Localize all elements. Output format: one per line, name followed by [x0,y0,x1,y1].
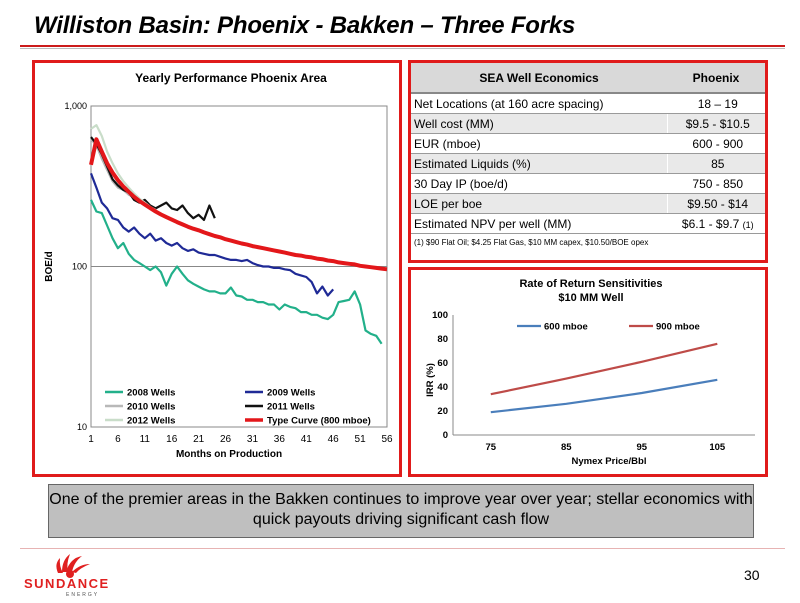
table-row: Estimated Liquids (%) 85 [411,153,765,174]
row-value: $9.5 - $10.5 [666,113,765,134]
legend-label: 2010 Wells [127,402,175,413]
series-line [490,378,718,414]
title-divider [20,45,785,47]
y-axis-label: BOE/d [44,251,55,282]
x-tick-label: 16 [166,434,178,445]
logo-subtext: ENERGY [66,592,99,598]
x-tick-label: 105 [709,442,726,453]
legend-label: 600 mboe [544,322,588,333]
x-tick-label: 75 [485,442,496,453]
x-tick-label: 56 [381,434,393,445]
x-axis-label: Months on Production [176,449,282,460]
x-tick-label: 1 [88,434,94,445]
x-tick-label: 21 [193,434,205,445]
x-tick-label: 11 [140,434,151,445]
table-row: Well cost (MM) $9.5 - $10.5 [411,113,765,134]
row-label: Well cost (MM) [411,113,667,134]
performance-chart: Yearly Performance Phoenix Area 10 100 1,00… [44,71,393,460]
chart-title: Rate of Return Sensitivities [519,278,662,290]
economics-header-label: SEA Well Economics [411,63,667,94]
table-row: EUR (mboe) 600 - 900 [411,133,765,154]
row-label: 30 Day IP (boe/d) [411,173,667,194]
legend-label: 900 mboe [656,322,700,333]
economics-header-value: Phoenix [667,63,765,94]
table-row: Net Locations (at 160 acre spacing) 18 –… [411,93,765,114]
table-row: 30 Day IP (boe/d) 750 - 850 [411,173,765,194]
x-tick-label: 26 [220,434,232,445]
performance-chart-panel: Yearly Performance Phoenix Area 10 100 1,00… [32,60,402,477]
economics-footnote: (1) $90 Flat Oil; $4.25 Flat Gas, $10 MM… [414,238,649,247]
row-label: EUR (mboe) [411,133,667,154]
x-tick-label: 51 [355,434,367,445]
row-label: Net Locations (at 160 acre spacing) [411,93,667,114]
chart-title: Yearly Performance Phoenix Area [135,71,327,85]
y-tick-label: 100 [72,262,87,272]
row-value: $9.50 - $14 [666,193,765,214]
row-label: LOE per boe [411,193,667,214]
y-tick-label: 10 [77,422,87,432]
y-tick-label: 0 [443,430,448,441]
series-line [89,173,335,297]
x-tick-label: 85 [561,442,572,453]
x-tick-label: 6 [115,434,121,445]
key-message-callout: One of the premier areas in the Bakken c… [48,484,754,538]
y-tick-label: 40 [437,382,448,393]
x-tick-label: 41 [301,434,313,445]
row-value: 18 – 19 [666,93,765,114]
y-tick-label: 80 [437,334,448,345]
chart-subtitle: $10 MM Well [558,292,623,304]
legend-label: 2009 Wells [267,388,315,399]
page-number: 30 [744,567,760,583]
series-line [90,136,216,221]
x-tick-label: 46 [328,434,340,445]
y-tick-label: 20 [437,406,448,417]
table-row: LOE per boe $9.50 - $14 [411,193,765,214]
legend-label: 2011 Wells [267,402,315,413]
irr-chart-panel: Rate of Return Sensitivities $10 MM Well 0… [408,267,768,477]
y-tick-label: 60 [437,358,448,369]
npv-footnote-ref: (1) [742,219,754,230]
sun-logo-icon: SUNDANCE ENERGY [24,554,110,598]
row-value: 600 - 900 [666,133,765,154]
legend-label: Type Curve (800 mboe) [267,416,371,427]
row-value: 85 [666,153,765,174]
legend-label: 2008 Wells [127,388,175,399]
x-tick-label: 31 [247,434,259,445]
row-label: Estimated NPV per well (MM) [411,213,667,234]
slide-title: Williston Basin: Phoenix - Bakken – Thre… [34,12,576,39]
x-axis-label: Nymex Price/Bbl [572,456,647,467]
row-value: $6.1 - $9.7 (1) [666,213,765,234]
series-line [90,199,383,345]
logo-wordmark: SUNDANCE [24,576,110,591]
y-tick-label: 100 [432,310,448,321]
company-logo: SUNDANCE ENERGY [22,552,122,598]
y-tick-label: 1,000 [64,101,87,111]
legend-label: 2012 Wells [127,416,175,427]
series-line [490,342,718,396]
table-row: Estimated NPV per well (MM) $6.1 - $9.7 … [411,213,765,234]
economics-table: SEA Well Economics Phoenix Net Locations… [411,63,765,234]
x-tick-label: 95 [636,442,647,453]
npv-value: $6.1 - $9.7 [681,216,740,231]
economics-panel: SEA Well Economics Phoenix Net Locations… [408,60,768,263]
footer-divider [20,548,785,549]
title-divider-shadow [20,48,785,49]
y-axis-label: IRR (%) [425,363,436,397]
row-value: 750 - 850 [666,173,765,194]
series-line [89,137,388,272]
row-label: Estimated Liquids (%) [411,153,667,174]
x-tick-label: 36 [274,434,286,445]
irr-chart: Rate of Return Sensitivities $10 MM Well 0… [425,278,755,467]
